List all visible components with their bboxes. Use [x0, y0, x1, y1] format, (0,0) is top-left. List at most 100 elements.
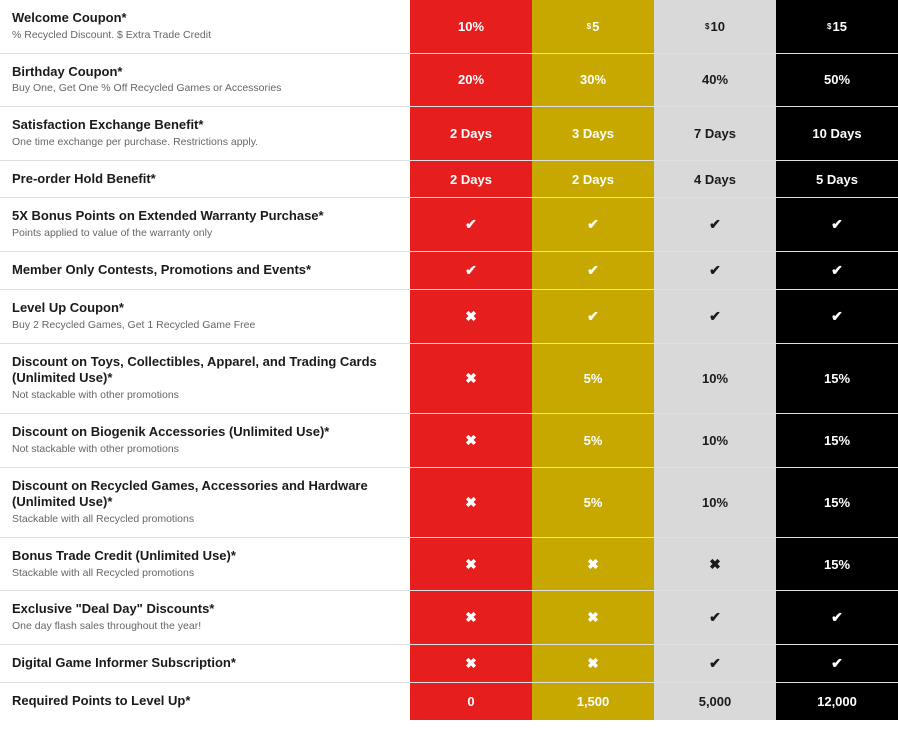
cell-value: 5% — [584, 495, 603, 510]
check-icon: ✔ — [831, 655, 843, 672]
cell-value: 30% — [580, 72, 606, 87]
cross-icon: ✖ — [465, 609, 477, 626]
dollar-sign: $ — [827, 22, 831, 31]
benefit-label-cell: Welcome Coupon*% Recycled Discount. $ Ex… — [0, 0, 410, 53]
tier2-cell: ✔ — [532, 252, 654, 289]
benefit-label-cell: Birthday Coupon*Buy One, Get One % Off R… — [0, 54, 410, 107]
cell-value: 50% — [824, 72, 850, 87]
benefit-label-cell: Exclusive "Deal Day" Discounts*One day f… — [0, 591, 410, 644]
cell-value: 5 — [592, 19, 599, 34]
check-icon: ✔ — [465, 262, 477, 279]
benefit-label-cell: Pre-order Hold Benefit* — [0, 161, 410, 198]
tier4-cell: 15% — [776, 414, 898, 467]
tier2-cell: ✖ — [532, 645, 654, 682]
tier1-cell: 0 — [410, 683, 532, 720]
cell-value: 5% — [584, 371, 603, 386]
cross-icon: ✖ — [465, 556, 477, 573]
tier4-cell: ✔ — [776, 591, 898, 644]
tier2-cell: 30% — [532, 54, 654, 107]
benefit-label-cell: Discount on Recycled Games, Accessories … — [0, 468, 410, 537]
table-row: Required Points to Level Up*01,5005,0001… — [0, 683, 898, 720]
tier1-cell: 2 Days — [410, 107, 532, 160]
benefit-subtitle: Stackable with all Recycled promotions — [12, 567, 398, 581]
tier4-cell: ✔ — [776, 252, 898, 289]
tier4-cell: $15 — [776, 0, 898, 53]
tier3-cell: 10% — [654, 414, 776, 467]
table-row: Welcome Coupon*% Recycled Discount. $ Ex… — [0, 0, 898, 54]
benefit-subtitle: % Recycled Discount. $ Extra Trade Credi… — [12, 29, 398, 43]
tier4-cell: 15% — [776, 468, 898, 537]
table-row: Discount on Toys, Collectibles, Apparel,… — [0, 344, 898, 414]
dollar-sign: $ — [587, 22, 591, 31]
cell-value: 1,500 — [577, 694, 610, 709]
tier3-cell: ✔ — [654, 198, 776, 251]
tier3-cell: $10 — [654, 0, 776, 53]
tier4-cell: 15% — [776, 538, 898, 591]
cell-value: 15% — [824, 495, 850, 510]
tier3-cell: ✖ — [654, 538, 776, 591]
tier4-cell: 50% — [776, 54, 898, 107]
cell-value: 10% — [702, 371, 728, 386]
check-icon: ✔ — [465, 216, 477, 233]
tier4-cell: 10 Days — [776, 107, 898, 160]
table-row: Digital Game Informer Subscription*✖✖✔✔ — [0, 645, 898, 683]
table-row: Birthday Coupon*Buy One, Get One % Off R… — [0, 54, 898, 108]
cell-value: 5% — [584, 433, 603, 448]
dollar-sign: $ — [705, 22, 709, 31]
cell-value: 15 — [832, 19, 846, 34]
tier4-cell: 15% — [776, 344, 898, 413]
check-icon: ✔ — [709, 262, 721, 279]
tier2-cell: 3 Days — [532, 107, 654, 160]
cell-value: 10 — [710, 19, 724, 34]
check-icon: ✔ — [587, 262, 599, 279]
benefit-label-cell: Discount on Toys, Collectibles, Apparel,… — [0, 344, 410, 413]
check-icon: ✔ — [587, 216, 599, 233]
tier1-cell: ✖ — [410, 538, 532, 591]
cross-icon: ✖ — [465, 370, 477, 387]
tier3-cell: 40% — [654, 54, 776, 107]
benefit-label-cell: Satisfaction Exchange Benefit* One time e… — [0, 107, 410, 160]
cross-icon: ✖ — [465, 308, 477, 325]
cell-value: 7 Days — [694, 126, 736, 141]
tier1-cell: 10% — [410, 0, 532, 53]
tier2-cell: 1,500 — [532, 683, 654, 720]
table-row: Level Up Coupon*Buy 2 Recycled Games, Ge… — [0, 290, 898, 344]
benefit-label-cell: Discount on Biogenik Accessories (Unlimi… — [0, 414, 410, 467]
benefit-title: Member Only Contests, Promotions and Eve… — [12, 262, 398, 279]
tier2-cell: ✖ — [532, 538, 654, 591]
benefit-title: Satisfaction Exchange Benefit* — [12, 117, 398, 134]
table-row: Pre-order Hold Benefit*2 Days2 Days4 Day… — [0, 161, 898, 199]
cross-icon: ✖ — [465, 655, 477, 672]
check-icon: ✔ — [709, 216, 721, 233]
table-row: Bonus Trade Credit (Unlimited Use)* Stack… — [0, 538, 898, 592]
benefit-title: 5X Bonus Points on Extended Warranty Pur… — [12, 208, 398, 225]
tier4-cell: ✔ — [776, 290, 898, 343]
benefit-subtitle: Not stackable with other promotions — [12, 443, 398, 457]
table-row: 5X Bonus Points on Extended Warranty Pur… — [0, 198, 898, 252]
cell-value: 10% — [702, 495, 728, 510]
benefit-title: Bonus Trade Credit (Unlimited Use)* — [12, 548, 398, 565]
tier2-cell: $5 — [532, 0, 654, 53]
benefit-subtitle: Points applied to value of the warranty … — [12, 227, 398, 241]
benefit-subtitle: Not stackable with other promotions — [12, 389, 398, 403]
tier2-cell: ✔ — [532, 290, 654, 343]
benefit-subtitle: One time exchange per purchase. Restrict… — [12, 136, 398, 150]
check-icon: ✔ — [709, 308, 721, 325]
check-icon: ✔ — [831, 262, 843, 279]
tier4-cell: 5 Days — [776, 161, 898, 198]
benefit-title: Discount on Toys, Collectibles, Apparel,… — [12, 354, 398, 388]
tier1-cell: ✖ — [410, 290, 532, 343]
benefit-subtitle: Stackable with all Recycled promotions — [12, 513, 398, 527]
cell-value: 20% — [458, 72, 484, 87]
table-row: Discount on Biogenik Accessories (Unlimi… — [0, 414, 898, 468]
tier1-cell: ✔ — [410, 198, 532, 251]
cross-icon: ✖ — [587, 655, 599, 672]
tier1-cell: ✖ — [410, 591, 532, 644]
benefit-subtitle: Buy One, Get One % Off Recycled Games or… — [12, 82, 398, 96]
tier3-cell: 5,000 — [654, 683, 776, 720]
cross-icon: ✖ — [709, 556, 721, 573]
cell-value: 2 Days — [572, 172, 614, 187]
benefit-title: Birthday Coupon* — [12, 64, 398, 81]
cell-value: 0 — [467, 694, 474, 709]
cell-value: 5 Days — [816, 172, 858, 187]
